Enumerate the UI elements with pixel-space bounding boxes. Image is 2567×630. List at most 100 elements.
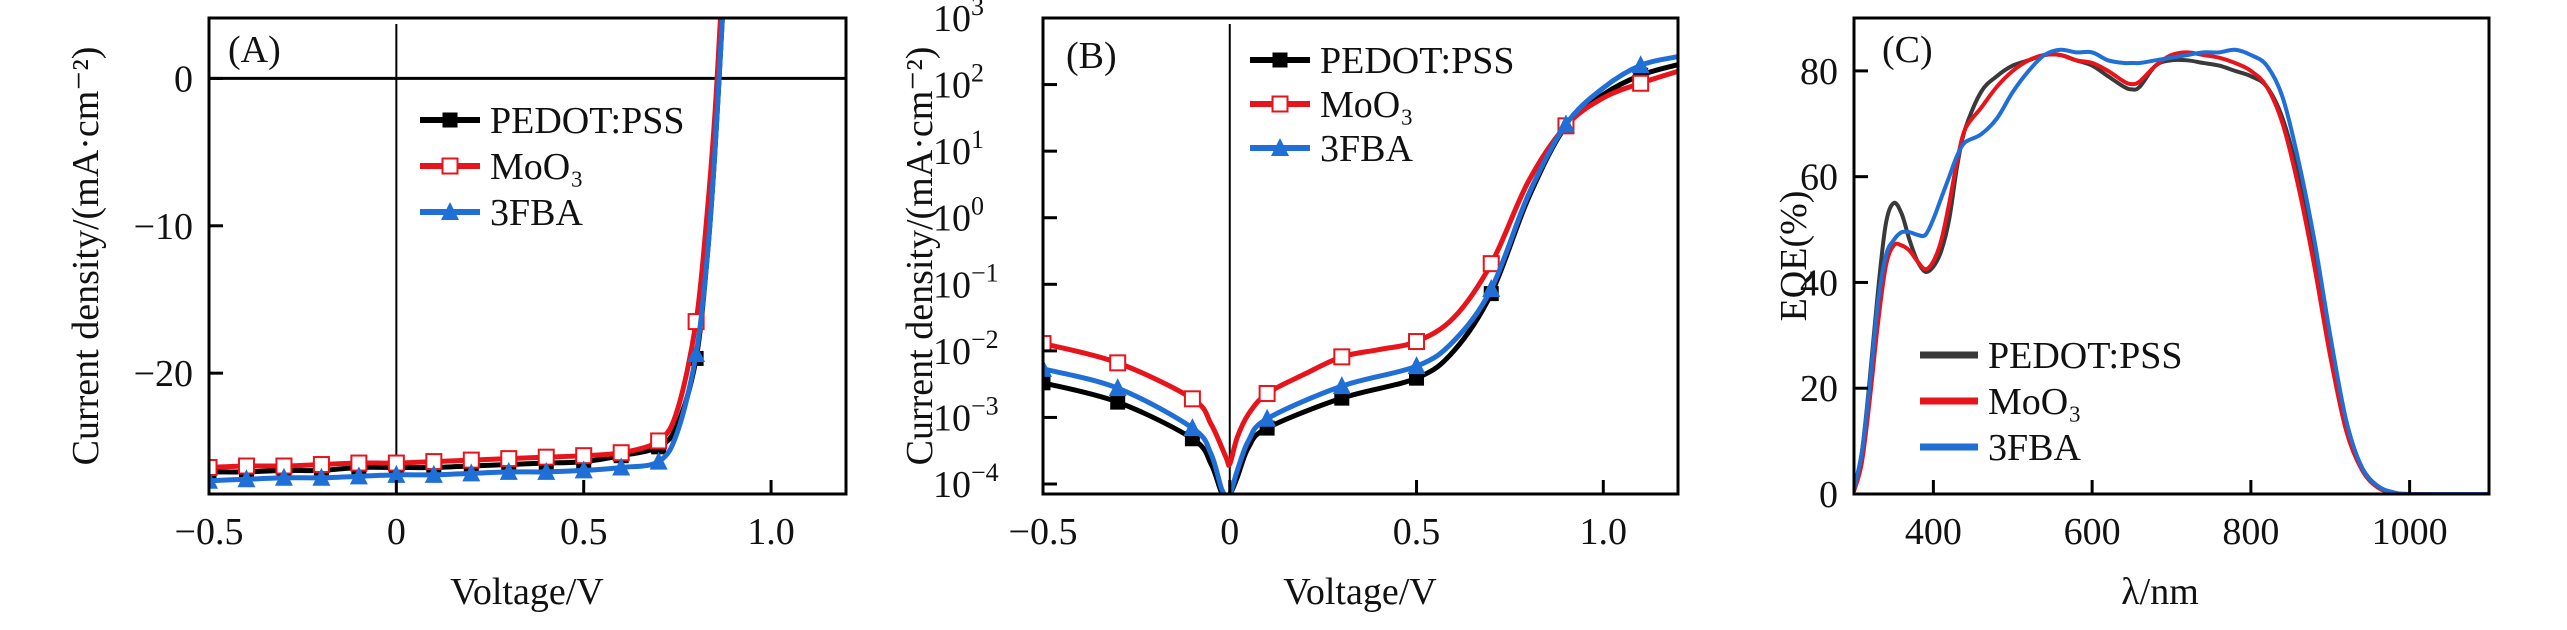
x-tick-label: 1000 [2372,511,2448,553]
y-tick-label: 0 [174,58,193,100]
data-point-marker [1258,384,1276,402]
legend-label: MoO₃ [1988,381,2081,423]
panel-b-series-group [1043,24,1678,494]
panel-a-plot-area [209,18,846,494]
legend-label: PEDOT:PSS [1988,335,2183,377]
legend-label: 3FBA [1988,427,2081,469]
panel-b-plot-area [1043,24,1678,494]
data-point-marker [209,458,218,476]
legend-marker [442,112,458,128]
data-point-marker [1258,408,1277,427]
data-point-marker [349,466,368,485]
panel-c-series-group [1854,47,2489,494]
data-point-marker [274,467,293,486]
data-point-marker [1408,333,1426,351]
y-tick-label: 20 [1800,368,1838,410]
panel-c-plot-area [1854,47,2489,494]
y-tick-label: 101 [933,125,984,173]
legend-label: PEDOT:PSS [490,100,685,142]
panel-c-x-ticks: 400 600 800 1000 [1905,480,2448,553]
panel-a-x-ticks: −0.5 0 0.5 1.0 [175,480,795,553]
data-point-marker [1183,418,1202,437]
data-point-marker [1482,255,1500,273]
panel-a-jv-curve: −0.5 0 0.5 1.0 0 −10 −20 (A) Voltage/V Curren… [65,16,848,613]
panel-b-y-ticks: 103 102 101 100 10−1 10−2 10−3 10−4 [933,0,1057,506]
data-point-marker [574,460,593,479]
legend-label: 3FBA [490,192,583,234]
panel-a-x-axis-title: Voltage/V [450,571,604,613]
panel-c-x-axis-title: λ/nm [2121,571,2199,613]
y-tick-label: 10−2 [933,325,999,373]
legend-marker [441,202,459,220]
data-point-marker [1108,378,1127,397]
data-point-marker [1407,356,1426,375]
data-point-marker [1109,354,1127,372]
panel-b-frame [1041,16,1680,496]
y-tick-label: 10−4 [933,458,999,506]
legend-label: MoO₃ [490,146,583,188]
data-point-marker [612,457,631,476]
data-point-marker [537,461,556,480]
data-point-marker [1409,370,1425,386]
data-point-marker [1556,114,1575,133]
y-tick-label: −20 [134,353,193,395]
panel-c-y-ticks: 0 20 40 60 80 [1800,51,1868,516]
panel-b-dark-jv-log: −0.5 0 0.5 1.0 103 102 101 100 10−1 10−2 10−3 10−4… [899,0,1680,613]
y-tick-label: 80 [1800,51,1838,93]
panel-b-y-axis-title: Current density/(mA·cm⁻²) [899,47,941,466]
legend-label: PEDOT:PSS [1320,40,1515,82]
y-tick-label: 10−1 [933,258,999,306]
panel-b-label: (B) [1066,35,1117,77]
series-line-moo [1854,50,2489,494]
y-tick-label: 102 [933,59,984,107]
data-point-marker [650,432,668,450]
legend-marker [441,157,459,175]
panel-a-label: (A) [228,29,281,71]
data-point-marker [1334,390,1350,406]
panel-a-series-group [209,18,846,494]
x-tick-label: 0.5 [1393,511,1441,553]
data-point-marker [1043,358,1052,377]
data-point-marker [1482,278,1501,297]
x-tick-label: 800 [2222,511,2279,553]
panel-a-y-ticks: 0 −10 −20 [134,58,223,395]
data-point-marker [499,461,518,480]
x-tick-label: 0 [1220,511,1239,553]
y-tick-label: 100 [933,192,984,240]
data-point-marker [687,344,706,362]
x-tick-label: 600 [2064,511,2121,553]
y-tick-label: −10 [134,206,193,248]
data-point-marker [1043,335,1052,353]
series-line-pedotpss [209,18,725,475]
x-tick-label: 0.5 [560,511,608,553]
y-tick-label: 60 [1800,157,1838,199]
panel-c-y-axis-title: EQE(%) [1773,191,1815,322]
legend-label: 3FBA [1320,128,1413,170]
x-tick-label: 1.0 [1580,511,1628,553]
y-tick-label: 0 [1819,474,1838,516]
x-tick-label: −0.5 [175,511,244,553]
data-point-marker [387,464,406,483]
panel-c-frame [1852,16,2491,496]
data-point-marker [1183,390,1201,408]
series-line-3fba [209,18,725,484]
legend-label: MoO₃ [1320,84,1413,126]
x-tick-label: 400 [1905,511,1962,553]
series-line-moo [209,18,723,470]
legend-marker [1271,138,1289,156]
panel-a-frame [207,16,848,496]
panel-b-x-ticks: −0.5 0 0.5 1.0 [1009,480,1628,553]
data-point-marker [1632,74,1650,92]
series-line-pedotpss [1854,52,2489,494]
data-point-marker [209,470,218,489]
data-point-marker [1333,348,1351,366]
legend-marker [1272,52,1288,68]
x-tick-label: −0.5 [1009,511,1078,553]
x-tick-label: 0 [387,511,406,553]
y-tick-label: 103 [933,0,984,40]
